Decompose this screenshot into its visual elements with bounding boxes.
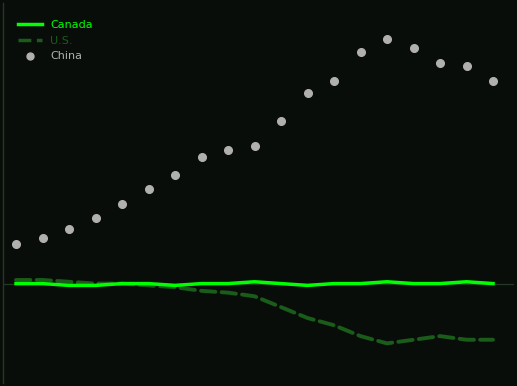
Legend: Canada, U.S., China: Canada, U.S., China <box>13 16 97 66</box>
